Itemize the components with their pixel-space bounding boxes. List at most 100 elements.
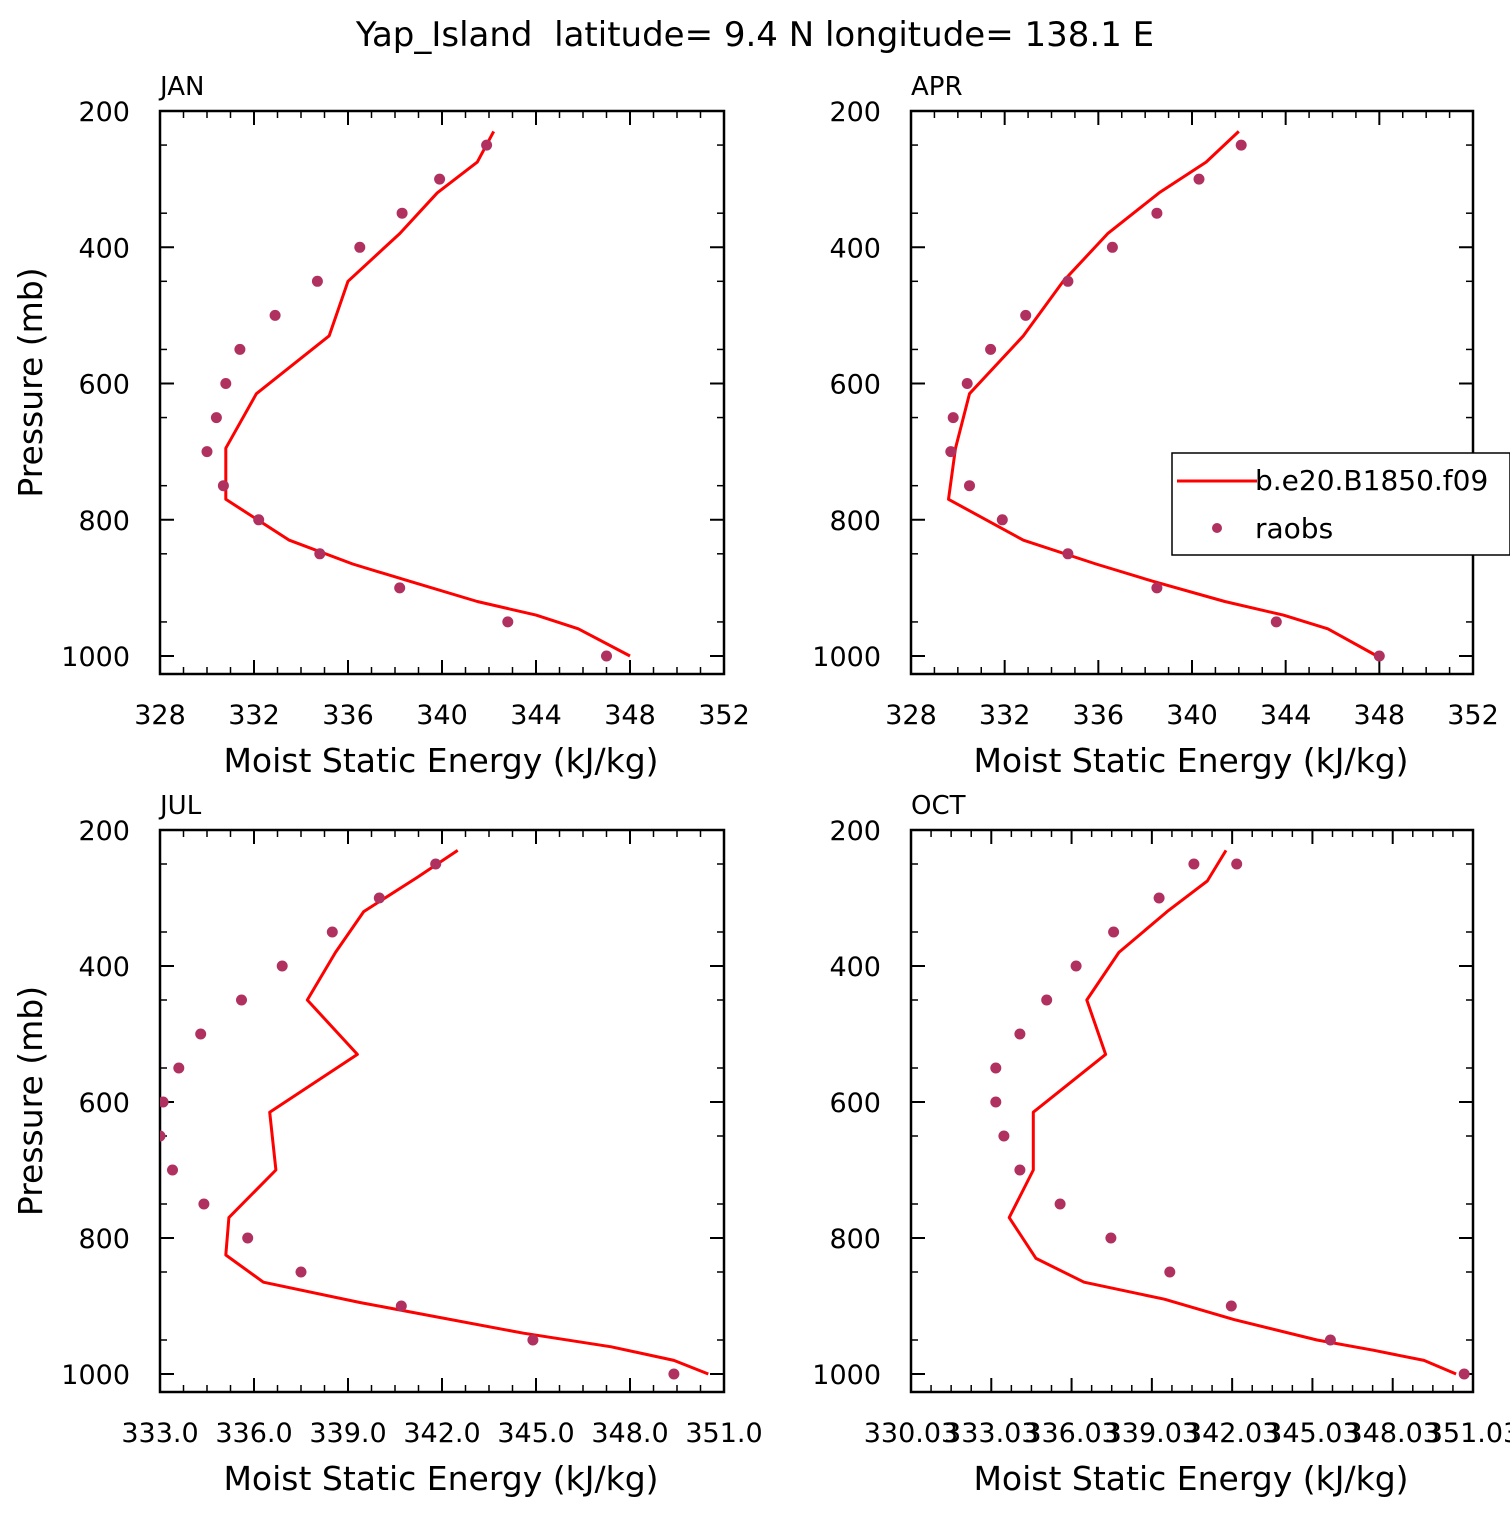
obs-point bbox=[1014, 1164, 1026, 1176]
legend-label-model: b.e20.B1850.f09 bbox=[1255, 464, 1488, 497]
obs-point bbox=[502, 616, 514, 628]
x-tick-label: 348 bbox=[604, 700, 656, 731]
obs-point bbox=[373, 892, 385, 904]
obs-point bbox=[242, 1232, 254, 1244]
x-tick-label: 351.0 bbox=[685, 1418, 762, 1449]
obs-point bbox=[195, 1028, 207, 1040]
x-tick-label: 342.03 bbox=[1185, 1418, 1279, 1449]
obs-point bbox=[160, 1096, 169, 1108]
y-tick-label: 1000 bbox=[812, 1360, 881, 1391]
obs-point bbox=[1458, 1368, 1470, 1380]
obs-point bbox=[1070, 960, 1082, 972]
obs-point bbox=[985, 343, 997, 355]
panel-label: JAN bbox=[158, 72, 204, 102]
x-axis-label: Moist Static Energy (kJ/kg) bbox=[973, 741, 1408, 780]
obs-point bbox=[201, 446, 213, 458]
model-line bbox=[1007, 849, 1457, 1376]
y-tick-label: 600 bbox=[78, 1088, 130, 1119]
obs-point bbox=[1151, 582, 1163, 594]
legend-box bbox=[1171, 452, 1510, 556]
obs-point bbox=[1151, 207, 1163, 219]
obs-point bbox=[430, 858, 442, 870]
x-tick-label: 344 bbox=[510, 700, 562, 731]
x-tick-label: 328 bbox=[134, 700, 186, 731]
obs-point bbox=[947, 412, 959, 424]
model-line bbox=[224, 849, 709, 1376]
panel-apr: 328 332 336 340 344 348 352 200 400 600 800 1000 APR… bbox=[812, 72, 1498, 780]
obs-point bbox=[1041, 994, 1053, 1006]
y-axis-label: Pressure (mb) bbox=[11, 986, 50, 1216]
obs-point bbox=[1225, 1300, 1237, 1312]
obs-point bbox=[964, 480, 975, 492]
obs-point bbox=[234, 343, 246, 355]
obs-point bbox=[1020, 309, 1032, 321]
x-tick-label: 348 bbox=[1354, 700, 1406, 731]
obs-point bbox=[1105, 1232, 1117, 1244]
y-tick-label: 800 bbox=[78, 506, 130, 537]
y-tick-label: 1000 bbox=[61, 1360, 130, 1391]
obs-point bbox=[961, 378, 973, 389]
plot-frame bbox=[909, 109, 1475, 676]
obs-point bbox=[236, 994, 247, 1006]
x-tick-label: 328 bbox=[885, 700, 937, 731]
y-tick-label: 400 bbox=[829, 952, 881, 983]
x-tick-label: 345.0 bbox=[497, 1418, 574, 1449]
obs-point bbox=[1153, 892, 1165, 904]
y-tick-label: 200 bbox=[829, 97, 881, 128]
obs-point bbox=[1164, 1266, 1176, 1278]
x-axis-label: Moist Static Energy (kJ/kg) bbox=[223, 741, 658, 780]
obs-point bbox=[1106, 241, 1118, 253]
obs-point bbox=[354, 241, 366, 253]
panel-jul: 333.0 336.0 339.0 342.0 345.0 348.0 351.0 200 40… bbox=[11, 791, 763, 1498]
obs-point bbox=[1270, 616, 1282, 628]
y-tick-label: 600 bbox=[78, 370, 130, 401]
obs-point bbox=[998, 1130, 1010, 1142]
y-tick-label: 200 bbox=[829, 816, 881, 847]
model-line bbox=[224, 130, 631, 658]
obs-point bbox=[1014, 1028, 1026, 1040]
obs-point bbox=[394, 582, 406, 594]
y-tick-label: 800 bbox=[78, 1224, 130, 1255]
legend-marker-swatch bbox=[1212, 523, 1222, 533]
chart-title: Yap_Island latitude= 9.4 N longitude= 13… bbox=[355, 15, 1154, 55]
panel-oct: 330.03333.03336.03339.03342.03345.03348.… bbox=[812, 791, 1510, 1498]
x-tick-label: 348.03 bbox=[1345, 1418, 1439, 1449]
x-tick-label: 332 bbox=[979, 700, 1031, 731]
obs-point bbox=[990, 1062, 1002, 1074]
x-tick-label: 330.03 bbox=[864, 1418, 958, 1449]
obs-point bbox=[668, 1368, 680, 1380]
obs-point bbox=[276, 960, 288, 972]
x-tick-label: 333.03 bbox=[944, 1418, 1038, 1449]
obs-point bbox=[198, 1198, 210, 1210]
x-tick-label: 336 bbox=[1073, 700, 1125, 731]
obs-point bbox=[990, 1096, 1002, 1108]
x-tick-label: 352 bbox=[698, 700, 750, 731]
legend-label-obs: raobs bbox=[1255, 512, 1333, 545]
x-tick-label: 332 bbox=[228, 700, 280, 731]
obs-point bbox=[167, 1164, 178, 1176]
y-tick-label: 200 bbox=[78, 97, 130, 128]
obs-point bbox=[395, 1300, 407, 1312]
obs-point bbox=[527, 1334, 539, 1346]
y-tick-label: 1000 bbox=[61, 642, 130, 673]
obs-point bbox=[1324, 1334, 1336, 1346]
obs-point bbox=[295, 1266, 307, 1278]
obs-point bbox=[217, 480, 229, 492]
y-tick-label: 400 bbox=[78, 952, 130, 983]
obs-point bbox=[1188, 858, 1200, 870]
y-tick-label: 600 bbox=[829, 370, 881, 401]
obs-point bbox=[210, 412, 222, 424]
x-axis-label: Moist Static Energy (kJ/kg) bbox=[973, 1459, 1408, 1498]
obs-point bbox=[396, 207, 408, 219]
obs-point bbox=[160, 1130, 166, 1142]
obs-point bbox=[601, 650, 612, 662]
x-tick-label: 340 bbox=[416, 700, 468, 731]
obs-point bbox=[1054, 1198, 1066, 1210]
panel-jan: 328 332 336 340 344 348 352 200 400 600 800 1000 JAN… bbox=[11, 72, 750, 780]
obs-point bbox=[173, 1062, 185, 1074]
x-tick-label: 339.0 bbox=[309, 1418, 386, 1449]
y-tick-label: 600 bbox=[829, 1088, 881, 1119]
y-tick-label: 400 bbox=[78, 233, 130, 264]
